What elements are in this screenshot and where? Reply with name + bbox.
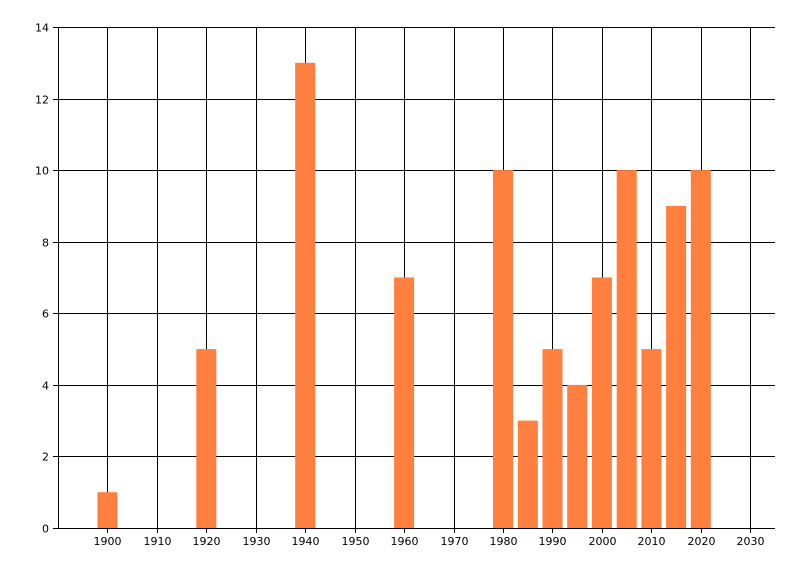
bar — [542, 349, 563, 528]
x-tick-label: 1920 — [193, 535, 221, 548]
y-tick-label: 6 — [42, 308, 49, 321]
bar — [394, 277, 415, 528]
x-tick-label: 1970 — [441, 535, 469, 548]
bar — [616, 170, 637, 528]
x-tick-label: 1960 — [391, 535, 419, 548]
x-tick-label: 1940 — [292, 535, 320, 548]
y-tick-label: 8 — [42, 237, 49, 250]
x-tick-label: 1930 — [243, 535, 271, 548]
y-tick-label: 4 — [42, 380, 49, 393]
bar — [567, 384, 588, 528]
bar — [641, 349, 662, 528]
y-tick-label: 0 — [42, 523, 49, 536]
bar — [196, 349, 217, 528]
x-tick-label: 2010 — [638, 535, 666, 548]
y-tick-label: 10 — [35, 165, 49, 178]
x-tick-label: 2030 — [737, 535, 765, 548]
y-tick-labels: 0 2 4 6 8 10 12 14 — [35, 22, 49, 536]
bar — [97, 492, 118, 528]
bar — [591, 277, 612, 528]
bar — [666, 205, 687, 528]
bar — [517, 420, 538, 528]
y-tick-label: 12 — [35, 94, 49, 107]
x-tick-label: 1990 — [539, 535, 567, 548]
y-tick-label: 14 — [35, 22, 49, 35]
x-tick-label: 2000 — [589, 535, 617, 548]
x-tick-label: 1980 — [490, 535, 518, 548]
x-tick-label: 1900 — [94, 535, 122, 548]
x-tick-labels: 1900 1910 1920 1930 1940 1950 1960 1970 1980 1990… — [94, 535, 765, 548]
x-tick-label: 1950 — [342, 535, 370, 548]
bar-series — [97, 62, 711, 529]
bar — [493, 170, 513, 528]
bar — [690, 170, 711, 528]
x-tick-label: 2020 — [688, 535, 716, 548]
axes — [53, 27, 775, 533]
x-tick-label: 1910 — [144, 535, 172, 548]
y-tick-label: 2 — [42, 451, 49, 464]
bar — [295, 62, 316, 529]
